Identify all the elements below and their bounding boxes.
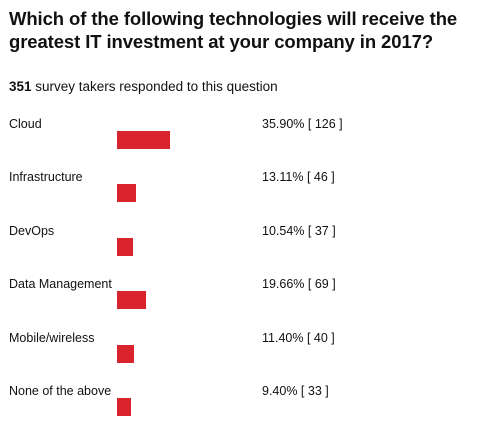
bar: [117, 184, 136, 203]
bar: [117, 344, 134, 363]
bar-row: Cloud 35.90% [ 126 ]: [0, 116, 489, 170]
bar-row: Infrastructure 13.11% [ 46 ]: [0, 169, 489, 223]
bar: [117, 398, 131, 416]
bar-row: DevOps 10.54% [ 37 ]: [0, 223, 489, 277]
bar: [117, 237, 133, 256]
value-label: 9.40% [ 33 ]: [262, 384, 329, 398]
bar: [117, 291, 146, 310]
category-label: Mobile/wireless: [9, 330, 95, 345]
chart-title: Which of the following technologies will…: [9, 8, 458, 52]
bar-row: Mobile/wireless 11.40% [ 40 ]: [0, 330, 489, 384]
value-label: 35.90% [ 126 ]: [262, 117, 343, 131]
value-label: 10.54% [ 37 ]: [262, 223, 336, 238]
category-label: Infrastructure: [9, 170, 83, 185]
value-label: 13.11% [ 46 ]: [262, 170, 335, 185]
respondent-summary: 351 survey takers responded to this ques…: [9, 78, 278, 95]
value-label: 19.66% [ 69 ]: [262, 277, 336, 292]
bar-row: Data Management 19.66% [ 69 ]: [0, 276, 489, 330]
bar: [117, 131, 170, 149]
category-label: DevOps: [9, 223, 55, 238]
category-label: Cloud: [9, 117, 42, 131]
category-label: None of the above: [9, 384, 112, 398]
value-label: 11.40% [ 40 ]: [262, 330, 335, 345]
bar-row: None of the above 9.40% [ 33 ]: [0, 383, 489, 437]
category-label: Data Management: [9, 277, 112, 292]
respondent-count: 351: [9, 79, 32, 94]
respondent-text: survey takers responded to this question: [31, 79, 278, 94]
